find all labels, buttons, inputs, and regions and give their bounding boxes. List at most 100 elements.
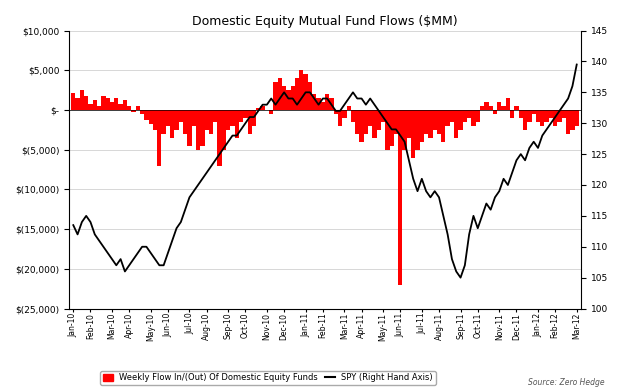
Bar (123, 100, 127, 110)
Bar (566, 110, 570, 134)
Bar (330, 98, 333, 110)
Bar (71, 93, 75, 110)
Bar (574, 110, 579, 126)
Bar (527, 110, 531, 122)
Bar (553, 110, 558, 126)
Bar (562, 110, 566, 118)
Bar (192, 110, 196, 126)
Bar (484, 102, 488, 110)
Bar (342, 110, 346, 118)
Bar (153, 110, 157, 130)
Bar (209, 110, 213, 134)
Bar (338, 110, 342, 126)
Bar (239, 110, 243, 122)
Bar (269, 110, 273, 114)
Bar (351, 110, 355, 122)
Bar (389, 110, 394, 146)
Bar (226, 110, 231, 130)
Bar (316, 98, 321, 110)
Title: Domestic Equity Mutual Fund Flows ($MM): Domestic Equity Mutual Fund Flows ($MM) (192, 15, 458, 28)
Bar (407, 110, 411, 138)
Bar (411, 110, 416, 158)
Bar (278, 78, 282, 110)
Bar (325, 94, 330, 110)
Bar (157, 110, 161, 165)
Bar (381, 110, 385, 122)
Bar (545, 110, 549, 122)
Bar (213, 110, 217, 122)
Bar (174, 110, 179, 130)
Bar (420, 110, 424, 142)
Bar (308, 82, 312, 110)
Text: Source: Zero Hedge: Source: Zero Hedge (528, 378, 604, 387)
Bar (432, 110, 437, 130)
Bar (102, 96, 105, 110)
Bar (394, 110, 398, 134)
Bar (454, 110, 459, 138)
Bar (518, 110, 523, 118)
Bar (312, 94, 316, 110)
Bar (287, 90, 290, 110)
Bar (515, 106, 518, 110)
Bar (118, 104, 123, 110)
Bar (97, 106, 102, 110)
Bar (127, 106, 131, 110)
Bar (510, 110, 515, 118)
Bar (114, 98, 118, 110)
Bar (247, 110, 252, 134)
Bar (570, 110, 574, 130)
Bar (110, 102, 114, 110)
Bar (472, 110, 475, 126)
Bar (204, 110, 209, 130)
Bar (502, 106, 506, 110)
Bar (231, 110, 235, 126)
Bar (364, 110, 368, 134)
Bar (437, 110, 441, 134)
Bar (131, 110, 136, 111)
Bar (523, 110, 527, 130)
Bar (402, 110, 407, 150)
Bar (75, 98, 80, 110)
Bar (290, 86, 295, 110)
Bar (170, 110, 174, 138)
Bar (398, 110, 402, 285)
Bar (105, 98, 110, 110)
Bar (179, 110, 183, 122)
Bar (428, 110, 432, 138)
Bar (558, 110, 562, 122)
Bar (321, 102, 325, 110)
Bar (506, 98, 510, 110)
Bar (480, 106, 484, 110)
Bar (346, 106, 351, 110)
Bar (93, 100, 97, 110)
Bar (493, 110, 497, 114)
Bar (549, 110, 553, 118)
Bar (183, 110, 188, 134)
Bar (333, 110, 338, 114)
Bar (531, 110, 536, 114)
Bar (196, 110, 200, 150)
Bar (450, 110, 454, 122)
Bar (140, 110, 145, 114)
Bar (188, 110, 192, 146)
Bar (441, 110, 445, 142)
Bar (497, 102, 502, 110)
Bar (463, 110, 467, 122)
Bar (243, 110, 247, 118)
Bar (282, 86, 287, 110)
Bar (536, 110, 540, 122)
Bar (303, 74, 308, 110)
Bar (166, 110, 170, 126)
Bar (273, 82, 278, 110)
Bar (368, 110, 373, 126)
Bar (256, 108, 260, 110)
Bar (222, 110, 226, 150)
Bar (260, 106, 265, 110)
Bar (80, 90, 84, 110)
Bar (459, 110, 463, 130)
Bar (488, 106, 493, 110)
Bar (355, 110, 359, 134)
Bar (540, 110, 545, 126)
Bar (373, 110, 377, 138)
Legend: Weekly Flow In/(Out) Of Domestic Equity Funds, SPY (Right Hand Axis): Weekly Flow In/(Out) Of Domestic Equity … (100, 371, 435, 385)
